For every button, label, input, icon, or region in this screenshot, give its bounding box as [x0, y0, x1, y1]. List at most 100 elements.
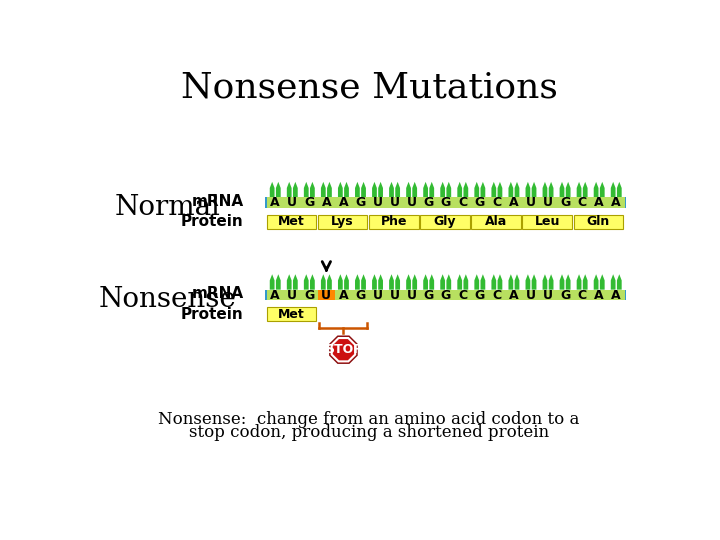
Polygon shape: [293, 274, 298, 289]
Text: U: U: [287, 196, 297, 209]
Bar: [505, 197, 523, 208]
Text: U: U: [526, 288, 536, 301]
Polygon shape: [480, 274, 485, 289]
Polygon shape: [498, 182, 503, 197]
Text: C: C: [458, 196, 467, 209]
Text: Nonsense Mutations: Nonsense Mutations: [181, 71, 557, 105]
Text: U: U: [407, 288, 417, 301]
Bar: [557, 289, 574, 300]
Text: Lys: Lys: [331, 215, 354, 228]
Text: STOP: STOP: [325, 343, 362, 356]
Polygon shape: [600, 182, 605, 197]
Polygon shape: [515, 274, 519, 289]
Polygon shape: [327, 274, 332, 289]
Polygon shape: [378, 182, 383, 197]
Polygon shape: [531, 274, 536, 289]
Text: G: G: [423, 196, 433, 209]
Text: U: U: [390, 288, 400, 301]
Bar: [454, 289, 472, 300]
Polygon shape: [457, 182, 462, 197]
Text: A: A: [271, 288, 280, 301]
Polygon shape: [270, 182, 274, 197]
Polygon shape: [577, 182, 582, 197]
Text: G: G: [560, 288, 570, 301]
Polygon shape: [617, 182, 621, 197]
Polygon shape: [446, 182, 451, 197]
Polygon shape: [543, 274, 547, 289]
Polygon shape: [287, 274, 292, 289]
Polygon shape: [492, 182, 496, 197]
Text: G: G: [441, 288, 451, 301]
Polygon shape: [611, 182, 616, 197]
Polygon shape: [559, 274, 564, 289]
Polygon shape: [617, 274, 621, 289]
Polygon shape: [594, 182, 598, 197]
Polygon shape: [464, 274, 468, 289]
Text: A: A: [338, 196, 348, 209]
Bar: [284, 197, 301, 208]
Bar: [608, 197, 625, 208]
Bar: [420, 197, 437, 208]
Text: Met: Met: [278, 308, 305, 321]
Bar: [539, 197, 557, 208]
Polygon shape: [413, 182, 417, 197]
Polygon shape: [582, 182, 588, 197]
Bar: [284, 289, 301, 300]
Bar: [318, 197, 335, 208]
Text: A: A: [611, 196, 621, 209]
Polygon shape: [389, 182, 394, 197]
Polygon shape: [492, 274, 496, 289]
Bar: [318, 289, 335, 300]
Bar: [369, 197, 386, 208]
Polygon shape: [361, 182, 366, 197]
Polygon shape: [464, 182, 468, 197]
Polygon shape: [270, 274, 274, 289]
Polygon shape: [515, 182, 519, 197]
Polygon shape: [531, 182, 536, 197]
Polygon shape: [310, 274, 315, 289]
Bar: [403, 289, 420, 300]
Bar: [369, 215, 418, 229]
Polygon shape: [429, 274, 434, 289]
Text: Ala: Ala: [485, 215, 507, 228]
Polygon shape: [338, 182, 343, 197]
Polygon shape: [600, 274, 605, 289]
Bar: [454, 197, 472, 208]
Polygon shape: [566, 274, 570, 289]
Bar: [590, 197, 608, 208]
Bar: [318, 289, 335, 300]
Text: C: C: [492, 288, 501, 301]
Polygon shape: [406, 182, 411, 197]
Bar: [523, 197, 539, 208]
Polygon shape: [310, 182, 315, 197]
Bar: [574, 197, 590, 208]
Polygon shape: [321, 182, 325, 197]
Bar: [266, 289, 284, 300]
Text: mRNA: mRNA: [192, 194, 243, 208]
Polygon shape: [395, 274, 400, 289]
Bar: [335, 197, 352, 208]
Polygon shape: [327, 182, 332, 197]
Text: C: C: [577, 288, 587, 301]
Polygon shape: [611, 274, 616, 289]
Text: C: C: [577, 196, 587, 209]
Bar: [472, 197, 488, 208]
Polygon shape: [440, 182, 445, 197]
Polygon shape: [276, 274, 281, 289]
Text: Protein: Protein: [181, 307, 243, 322]
Text: G: G: [423, 288, 433, 301]
Text: U: U: [372, 196, 382, 209]
Bar: [265, 197, 626, 208]
Polygon shape: [549, 274, 554, 289]
Text: A: A: [322, 196, 331, 209]
Bar: [557, 197, 574, 208]
Text: G: G: [305, 196, 315, 209]
Polygon shape: [474, 274, 479, 289]
Text: U: U: [407, 196, 417, 209]
Text: Nonsense: Nonsense: [99, 286, 236, 313]
Polygon shape: [429, 182, 434, 197]
Bar: [488, 289, 505, 300]
Polygon shape: [330, 337, 356, 362]
Polygon shape: [446, 274, 451, 289]
Polygon shape: [293, 182, 298, 197]
